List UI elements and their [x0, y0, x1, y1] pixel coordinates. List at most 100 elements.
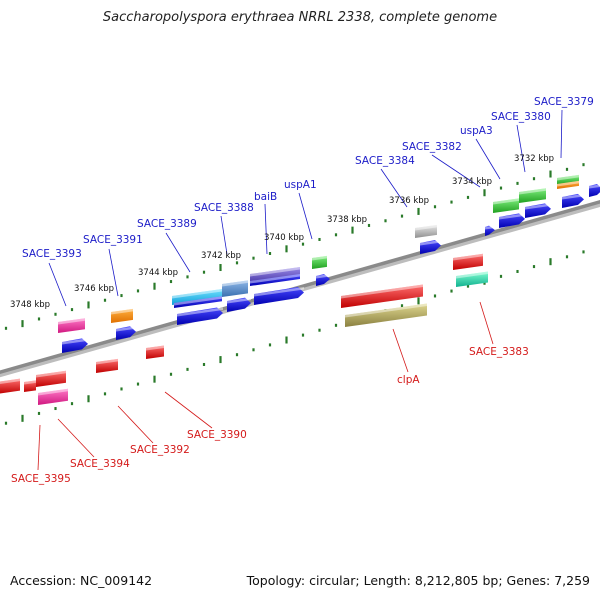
gene-sace-3393-cds [62, 338, 88, 353]
gene-sace-3395-highlight [0, 378, 20, 384]
gene-sace-3388 [222, 280, 248, 297]
gene-sace-3394-red-body [36, 370, 66, 387]
gene-sace-3380-cds-body [525, 203, 551, 218]
gene-sace-3379-stripe-body [557, 180, 579, 189]
gene-sace-3382-cds [485, 225, 495, 236]
gene-sace-3388-cds [227, 297, 251, 312]
gene-sace-3390-body [146, 345, 164, 359]
gene-sace-3389-cds-highlight [177, 307, 223, 317]
gene-sace-3380-cds-highlight [525, 203, 551, 210]
forward-gene-label: SACE_3388 [194, 202, 254, 214]
forward-label-leader [298, 192, 313, 240]
kbp-tick-label: 3744 kbp [138, 268, 178, 278]
gene-clpa-red-body [341, 284, 423, 308]
gene-sace-3388-cds-body [227, 297, 251, 312]
gene-baib-cds-highlight [254, 287, 304, 297]
reverse-label-leader [117, 405, 154, 444]
forward-label-leader [264, 203, 268, 255]
forward-label-leader [516, 124, 526, 173]
forward-label-leader [380, 168, 408, 208]
gene-sace-3395 [0, 378, 20, 394]
gene-baib-stripe-highlight [250, 274, 300, 284]
gene-sace-3388-cds-highlight [227, 297, 251, 304]
forward-gene-label: SACE_3389 [137, 218, 197, 230]
gene-clpa [345, 303, 427, 327]
gene-sace-3390-highlight [146, 345, 164, 351]
reverse-label-leader [37, 424, 41, 471]
gene-uspa1-cds-body [316, 274, 330, 286]
forward-label-leader [108, 248, 119, 297]
gene-clpa-red-highlight [341, 284, 423, 299]
forward-label-leader [48, 262, 67, 307]
reverse-gene-label: SACE_3383 [469, 346, 529, 358]
gene-sace-3380-highlight [519, 188, 546, 195]
gene-uspa1-cds [316, 274, 330, 286]
genome-summary-label: Topology: circular; Length: 8,212,805 bp… [246, 573, 590, 588]
gene-sace-3388-highlight [222, 280, 248, 287]
forward-label-leader [475, 138, 501, 180]
kbp-tick-label: 3748 kbp [10, 300, 50, 310]
gene-sace-3394 [38, 388, 68, 405]
gene-sace-3391-highlight [111, 308, 133, 315]
gene-uspa1-body [312, 255, 327, 269]
gene-uspa1-highlight [312, 255, 327, 261]
kbp-tick-label: 3738 kbp [327, 215, 367, 225]
kbp-tick-label: 3746 kbp [74, 284, 114, 294]
gene-uspa3-cds-highlight [499, 213, 525, 220]
gene-sace-3391-body [111, 308, 133, 323]
gene-sace-3394-highlight [38, 388, 68, 396]
gene-sace-3379-stripe [557, 180, 579, 189]
gene-sace-3389-highlight [172, 289, 222, 299]
reverse-label-leader [392, 328, 409, 373]
gene-baib-body [250, 267, 300, 283]
reverse-gene-label: SACE_3390 [187, 429, 247, 441]
gene-sace-3383 [456, 271, 488, 287]
gene-baib-stripe-body [250, 274, 300, 286]
gene-sace-3392-highlight [96, 358, 118, 365]
forward-label-leader [560, 109, 563, 159]
reverse-gene-label: SACE_3392 [130, 444, 190, 456]
gene-uspa1-cds-highlight [316, 274, 330, 279]
gene-sace-3394-red [36, 370, 66, 387]
gene-sace-3382-cds-highlight [485, 225, 495, 230]
forward-gene-label: SACE_3380 [491, 111, 551, 123]
gene-sace-3380 [519, 188, 546, 203]
gene-sace-3384-body [415, 224, 437, 238]
genome-backbone [0, 200, 600, 374]
page-title: Saccharopolyspora erythraea NRRL 2338, c… [102, 10, 498, 25]
accession-label: Accession: NC_009142 [10, 573, 153, 588]
gene-sace-3395b [24, 380, 36, 392]
gene-sace-3393-cds-body [62, 338, 88, 353]
gene-clpa-body [345, 303, 427, 327]
gene-edge-cds-body [589, 184, 600, 197]
reverse-label-leader [57, 418, 95, 458]
gene-sace-3389-cds-body [177, 307, 223, 325]
gene-uspa1 [312, 255, 327, 269]
forward-gene-label: SACE_3384 [355, 155, 415, 167]
forward-gene-label: SACE_3393 [22, 248, 82, 260]
reverse-label-leader [164, 391, 213, 429]
gene-sace-3390 [146, 345, 164, 359]
gene-edge-cds-highlight [589, 184, 600, 189]
gene-sace-3389-stripe-highlight [174, 296, 222, 306]
kbp-tick-label: 3740 kbp [264, 233, 304, 243]
gene-sace-3394-body [38, 388, 68, 405]
gene-sace-3383-red-body [453, 253, 483, 270]
gene-sace-3380-cds [525, 203, 551, 218]
kbp-tick-label: 3734 kbp [452, 177, 492, 187]
forward-label-leader [220, 215, 228, 255]
gene-sace-3384-cds [420, 240, 441, 254]
gene-baib-stripe [250, 274, 300, 286]
gene-sace-3391 [111, 308, 133, 323]
reverse-gene-label: SACE_3394 [70, 458, 130, 470]
gene-sace-3395b-highlight [24, 380, 36, 385]
gene-sace-3384-cds-body [420, 240, 441, 254]
gene-sace-3392 [96, 358, 118, 373]
gene-sace-3389-stripe [174, 296, 222, 308]
forward-label-leader [165, 232, 191, 273]
gene-sace-3391-cds [116, 326, 136, 340]
gene-sace-3388-body [222, 280, 248, 297]
gene-baib-cds-body [254, 287, 304, 305]
forward-gene-label: uspA3 [460, 125, 493, 137]
